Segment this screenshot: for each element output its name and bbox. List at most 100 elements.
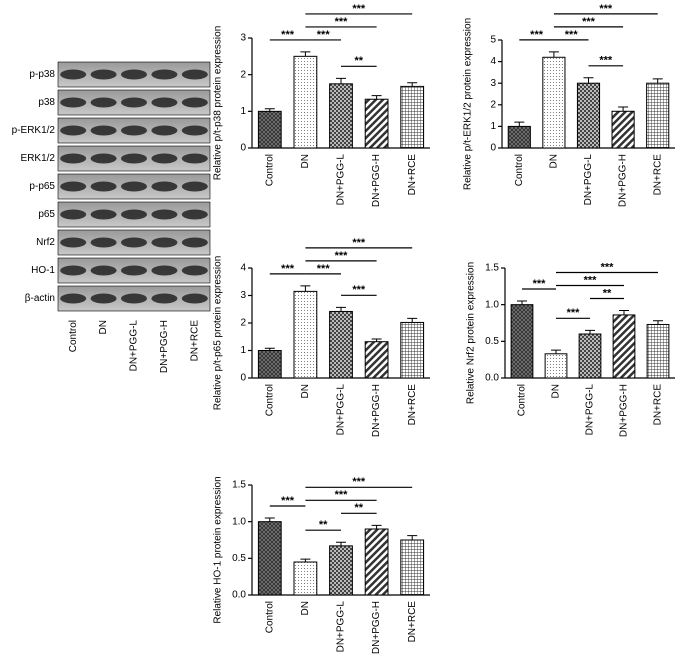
bar (293, 561, 318, 596)
bar (329, 310, 353, 379)
y-tick-label: 0 (240, 143, 246, 154)
x-tick-label: DN+RCE (653, 384, 664, 426)
error-bar (300, 558, 311, 562)
x-tick-label: DN+PGG-L (583, 154, 594, 206)
error-bar (264, 347, 275, 351)
x-tick-label: DN (300, 384, 311, 398)
significance-label: *** (599, 3, 613, 15)
y-tick-label: 1.0 (485, 299, 499, 310)
error-bar (407, 317, 418, 323)
x-tick-label: DN+PGG-H (371, 154, 382, 207)
y-tick-label: 5 (490, 35, 496, 46)
error-bar (407, 535, 418, 540)
error-bar (264, 108, 275, 112)
blot-band (60, 237, 87, 248)
x-tick-label: DN+PGG-L (585, 384, 596, 436)
significance-label: *** (335, 489, 349, 501)
bar (646, 323, 670, 379)
bar (400, 321, 425, 379)
bar (364, 341, 389, 379)
x-tick-label: DN+PGG-L (336, 384, 347, 436)
significance-label: *** (582, 16, 596, 28)
blot-band (121, 237, 147, 248)
y-axis-label: Relative p/t-p38 protein expression (213, 26, 224, 181)
y-tick-label: 1 (240, 106, 246, 117)
bar (364, 528, 389, 596)
x-tick-label: DN+PGG-H (619, 384, 630, 437)
x-tick-label: DN+PGG-L (336, 601, 347, 653)
y-tick-label: 0 (240, 373, 246, 384)
bar (364, 98, 389, 149)
y-tick-label: 2 (490, 99, 496, 110)
blot-lane-label: Control (68, 320, 79, 352)
error-bar (371, 95, 382, 100)
significance-label: *** (352, 284, 366, 296)
x-tick-label: Control (514, 154, 525, 186)
blot-band (60, 181, 87, 192)
error-bar (336, 77, 346, 84)
bar (612, 314, 636, 379)
blot-band (151, 237, 178, 248)
bar (257, 521, 282, 596)
significance-label: *** (352, 3, 366, 15)
blot-band (181, 181, 208, 192)
blot-band (60, 293, 87, 304)
blot-band (60, 125, 87, 136)
x-tick-label: DN+PGG-H (618, 154, 629, 207)
significance-label: *** (601, 261, 615, 273)
blot-band (121, 69, 147, 80)
y-tick-label: 1.0 (232, 516, 246, 527)
blot-band (60, 69, 87, 80)
significance-label: *** (584, 274, 598, 286)
bar (329, 545, 353, 596)
bar (257, 110, 282, 149)
blot-band (121, 153, 147, 164)
blot-band (60, 97, 87, 108)
x-tick-label: DN (549, 154, 560, 168)
blot-row-label: p-ERK1/2 (12, 125, 56, 136)
y-tick-label: 4 (240, 263, 246, 274)
blot-band (151, 125, 178, 136)
bar (544, 353, 568, 379)
y-axis-label: Relative p/t-ERK1/2 protein expression (463, 18, 474, 190)
x-tick-label: DN+RCE (652, 154, 663, 196)
bar (510, 304, 534, 379)
significance-label: *** (317, 263, 331, 275)
significance-label: *** (352, 476, 366, 488)
y-tick-label: 0 (490, 143, 496, 154)
blot-band (90, 125, 117, 136)
error-bar (336, 306, 346, 312)
y-tick-label: 1.5 (232, 480, 246, 491)
blot-band (151, 181, 178, 192)
significance-label: *** (567, 307, 581, 319)
error-bar (264, 517, 275, 522)
significance-label: *** (281, 495, 295, 507)
y-tick-label: 4 (490, 56, 496, 67)
significance-label: *** (335, 16, 349, 28)
blot-band (151, 209, 178, 220)
error-bar (517, 300, 527, 305)
significance-label: *** (599, 55, 613, 67)
blot-band (181, 125, 208, 136)
blot-band (121, 293, 147, 304)
significance-label: ** (319, 519, 328, 531)
y-axis-label: Relative p/t-p65 protein expression (213, 256, 224, 411)
blot-band (121, 97, 147, 108)
error-bar (300, 51, 311, 57)
blot-row-label: β-actin (25, 293, 55, 304)
blot-band (121, 209, 147, 220)
bar (400, 539, 425, 596)
blot-band (90, 293, 117, 304)
x-tick-label: DN+PGG-H (371, 601, 382, 654)
bar (542, 56, 566, 149)
blot-row-label: HO-1 (31, 265, 55, 276)
blot-row-label: p38 (38, 97, 55, 108)
error-bar (652, 78, 663, 84)
error-bar (300, 285, 311, 292)
blot-band (90, 153, 117, 164)
bar (293, 290, 318, 379)
blot-band (90, 209, 117, 220)
blot-band (181, 209, 208, 220)
significance-label: *** (317, 29, 331, 41)
significance-label: *** (335, 250, 349, 262)
